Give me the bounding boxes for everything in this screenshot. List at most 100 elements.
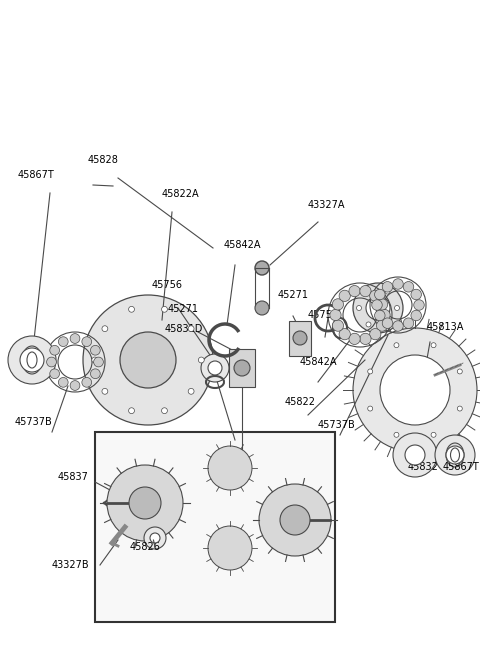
Circle shape — [188, 388, 194, 394]
Circle shape — [82, 337, 92, 346]
Circle shape — [370, 329, 381, 340]
Circle shape — [431, 342, 436, 348]
Circle shape — [120, 332, 176, 388]
Text: 43327B: 43327B — [52, 560, 90, 570]
Circle shape — [339, 329, 350, 340]
Circle shape — [370, 290, 381, 302]
Circle shape — [293, 331, 307, 345]
Circle shape — [162, 408, 168, 414]
Circle shape — [349, 285, 360, 297]
Circle shape — [82, 377, 92, 387]
Circle shape — [50, 369, 60, 379]
Circle shape — [94, 357, 103, 367]
Circle shape — [47, 357, 56, 367]
Circle shape — [59, 337, 68, 346]
Ellipse shape — [451, 448, 459, 462]
Bar — [95, 432, 335, 622]
Circle shape — [446, 446, 464, 464]
Circle shape — [353, 283, 403, 333]
Text: 45813A: 45813A — [427, 322, 464, 332]
Circle shape — [405, 445, 425, 465]
Circle shape — [8, 336, 56, 384]
Circle shape — [395, 306, 399, 310]
Circle shape — [379, 310, 390, 321]
Circle shape — [107, 465, 183, 541]
Ellipse shape — [22, 346, 42, 374]
Circle shape — [50, 345, 60, 355]
Circle shape — [70, 380, 80, 390]
Text: 45867T: 45867T — [18, 170, 55, 180]
Text: 45822A: 45822A — [162, 189, 200, 199]
Circle shape — [393, 321, 403, 331]
Text: 45828: 45828 — [88, 155, 119, 165]
Bar — [229, 349, 255, 387]
Circle shape — [385, 289, 390, 294]
Circle shape — [376, 320, 388, 331]
Circle shape — [382, 318, 393, 329]
Circle shape — [376, 298, 388, 310]
Text: 45831D: 45831D — [165, 324, 204, 334]
Circle shape — [353, 328, 477, 452]
Circle shape — [374, 289, 385, 300]
Circle shape — [92, 357, 97, 363]
Bar — [289, 321, 311, 356]
Circle shape — [129, 408, 134, 414]
Circle shape — [162, 306, 168, 312]
Circle shape — [394, 432, 399, 438]
Circle shape — [393, 433, 437, 477]
Circle shape — [234, 360, 250, 376]
Circle shape — [339, 290, 350, 302]
Circle shape — [332, 320, 344, 331]
Text: 45842A: 45842A — [300, 357, 337, 367]
Circle shape — [382, 281, 393, 292]
Circle shape — [394, 342, 399, 348]
Circle shape — [435, 435, 475, 475]
Circle shape — [83, 295, 213, 425]
Text: 45826: 45826 — [130, 542, 161, 552]
Text: 45832: 45832 — [408, 462, 439, 472]
Circle shape — [403, 318, 414, 329]
Circle shape — [208, 361, 222, 375]
Circle shape — [385, 322, 390, 327]
Circle shape — [457, 406, 462, 411]
Circle shape — [259, 484, 331, 556]
Text: 45837: 45837 — [58, 472, 89, 482]
Circle shape — [208, 526, 252, 570]
Circle shape — [102, 326, 108, 331]
Circle shape — [332, 298, 344, 310]
Circle shape — [368, 406, 372, 411]
Circle shape — [102, 388, 108, 394]
Text: 45737B: 45737B — [318, 420, 356, 430]
Circle shape — [380, 355, 450, 425]
Circle shape — [431, 432, 436, 438]
Circle shape — [208, 446, 252, 490]
Circle shape — [411, 310, 421, 321]
Text: 43327A: 43327A — [308, 200, 346, 210]
Circle shape — [150, 533, 160, 543]
Circle shape — [366, 296, 390, 320]
Text: 45271: 45271 — [278, 290, 309, 300]
Circle shape — [357, 306, 361, 310]
Circle shape — [360, 333, 371, 344]
Circle shape — [188, 326, 194, 331]
Circle shape — [393, 279, 403, 289]
Ellipse shape — [446, 443, 464, 467]
Circle shape — [70, 334, 80, 343]
Circle shape — [255, 301, 269, 315]
Circle shape — [414, 300, 424, 310]
Circle shape — [201, 354, 229, 382]
Circle shape — [20, 348, 44, 372]
Circle shape — [330, 310, 341, 321]
Circle shape — [280, 505, 310, 535]
Text: 45842A: 45842A — [224, 240, 262, 250]
Circle shape — [129, 487, 161, 519]
Ellipse shape — [27, 352, 37, 368]
Circle shape — [129, 306, 134, 312]
Circle shape — [374, 310, 385, 321]
Circle shape — [90, 369, 100, 379]
Text: 45822: 45822 — [285, 397, 316, 407]
Text: 45867T: 45867T — [443, 462, 480, 472]
Circle shape — [59, 377, 68, 387]
Text: 45756: 45756 — [152, 280, 183, 290]
Circle shape — [366, 289, 371, 294]
